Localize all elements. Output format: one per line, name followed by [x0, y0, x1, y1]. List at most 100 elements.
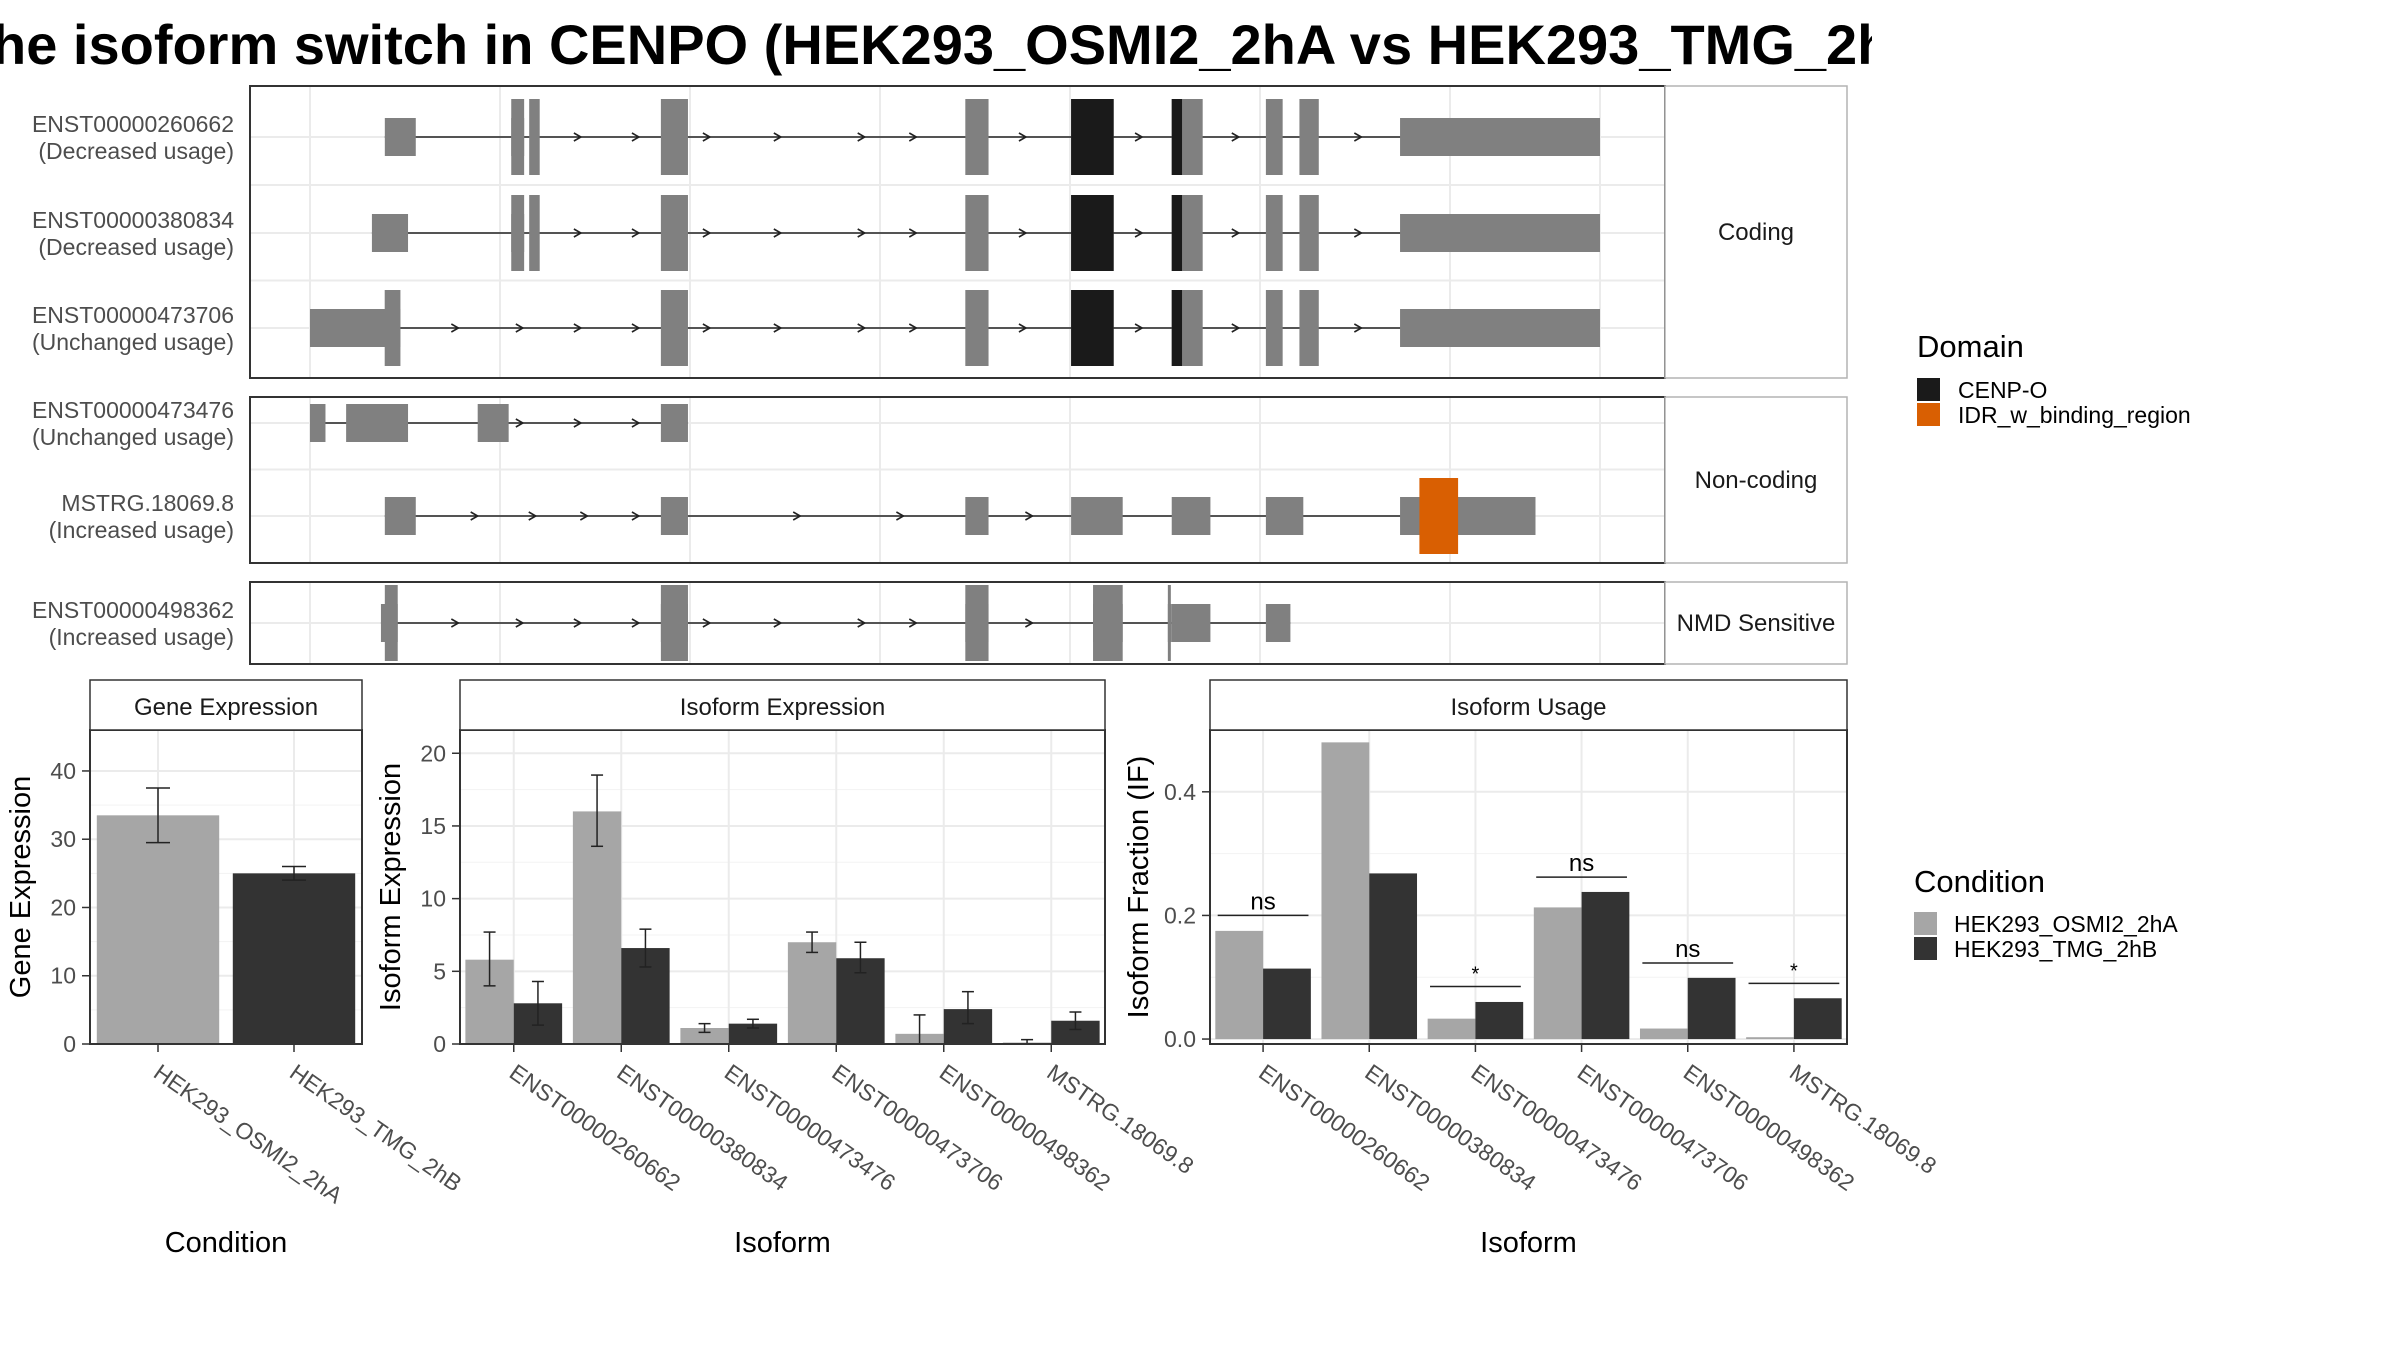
panel-strip	[459, 679, 1106, 731]
legend-label: HEK293_TMG_2hB	[1954, 936, 2157, 962]
transcript-id-label: ENST00000473476	[32, 397, 234, 423]
transcript-usage-label: (Increased usage)	[49, 624, 234, 650]
domain-block	[1071, 195, 1114, 271]
y-tick-label: 0	[63, 1031, 76, 1057]
bar	[787, 942, 837, 1044]
domain-block	[1171, 195, 1183, 271]
strand-arrow	[857, 132, 867, 142]
cds-exon	[965, 99, 989, 175]
strand-arrow	[908, 132, 918, 142]
transcript-track: ENST00000498362(Increased usage)	[32, 585, 1291, 661]
x-axis-title: Isoform	[734, 1227, 831, 1259]
strand-arrow	[573, 323, 583, 333]
panel-strip	[89, 679, 363, 731]
utr-exon	[384, 118, 416, 156]
bar	[1793, 998, 1842, 1040]
noncoding-exon	[965, 497, 989, 535]
cds-exon	[1299, 195, 1319, 271]
utr-exon	[1400, 118, 1600, 156]
strand-arrow	[1353, 228, 1363, 238]
cds-exon	[1167, 585, 1171, 661]
strand-arrow	[573, 132, 583, 142]
noncoding-exon	[1071, 497, 1123, 535]
noncoding-exon	[660, 404, 688, 442]
y-tick-label: 10	[420, 886, 446, 912]
bar	[1746, 1037, 1794, 1040]
strand-arrow	[515, 323, 525, 333]
noncoding-exon	[477, 404, 509, 442]
transcript-track: ENST00000473476(Unchanged usage)	[32, 397, 688, 450]
utr-exon	[1400, 214, 1600, 252]
strand-arrow	[1018, 132, 1028, 142]
y-tick-label: 0	[433, 1031, 446, 1057]
bar	[1369, 873, 1418, 1040]
strand-arrow	[857, 618, 867, 628]
significance-label: *	[1472, 964, 1480, 986]
transcript-id-label: ENST00000473706	[32, 302, 234, 328]
facet-strip	[1664, 85, 1848, 379]
transcript-usage-label: (Decreased usage)	[38, 138, 234, 164]
strand-arrow	[1353, 323, 1363, 333]
structure-facet: ENST00000498362(Increased usage) NMD Sens…	[32, 581, 1848, 665]
x-tick-label: ENST00000473476	[1467, 1059, 1647, 1196]
plot-background	[1210, 730, 1847, 1044]
strand-arrow	[773, 228, 783, 238]
strand-arrow	[1134, 228, 1144, 238]
strand-arrow	[702, 228, 712, 238]
y-tick-label: 20	[420, 740, 446, 766]
strand-arrow	[573, 418, 583, 428]
noncoding-exon	[310, 404, 326, 442]
noncoding-exon	[346, 404, 409, 442]
transcript-track: ENST00000260662(Decreased usage)	[32, 99, 1600, 175]
strand-arrow	[908, 228, 918, 238]
facet-strip-label: NMD Sensitive	[1677, 610, 1836, 637]
strand-arrow	[896, 511, 906, 521]
strand-arrow	[773, 132, 783, 142]
cds-exon	[660, 195, 688, 271]
y-tick-label: 0.2	[1164, 902, 1196, 928]
strand-arrow	[1134, 132, 1144, 142]
noncoding-exon	[1265, 604, 1291, 642]
y-tick-label: 30	[50, 826, 76, 852]
cds-exon	[660, 585, 688, 661]
bar	[1215, 930, 1264, 1040]
transcript-id-label: ENST00000380834	[32, 207, 234, 233]
strand-arrow	[908, 323, 918, 333]
facet-strip-label: Non-coding	[1695, 467, 1818, 494]
utr-exon	[1400, 309, 1600, 347]
domain-block	[1419, 478, 1459, 554]
strand-arrow	[773, 618, 783, 628]
bar	[572, 811, 622, 1044]
figure-title: he isoform switch in CENPO (HEK293_OSMI2…	[0, 13, 1872, 76]
strand-arrow	[1134, 323, 1144, 333]
cds-exon	[660, 99, 688, 175]
strand-arrow	[1231, 323, 1241, 333]
strand-arrow	[908, 618, 918, 628]
legend-label: IDR_w_binding_region	[1958, 402, 2191, 428]
bar	[96, 815, 220, 1044]
y-tick-label: 5	[433, 958, 446, 984]
x-tick-label: ENST00000473706	[1573, 1059, 1753, 1196]
strand-arrow	[528, 511, 538, 521]
bar	[1639, 1028, 1688, 1040]
bar	[1427, 1018, 1476, 1040]
utr-exon	[371, 214, 409, 252]
panel-title: Gene Expression	[134, 694, 318, 721]
noncoding-exon	[1171, 497, 1211, 535]
y-axis-title: Gene Expression	[5, 776, 37, 998]
bar	[1321, 742, 1370, 1040]
strand-arrow	[773, 323, 783, 333]
significance-label: ns	[1569, 850, 1594, 877]
strand-arrow	[792, 511, 802, 521]
strand-arrow	[1018, 323, 1028, 333]
cds-exon	[1299, 290, 1319, 366]
strand-arrow	[857, 228, 867, 238]
strand-arrow	[1025, 511, 1035, 521]
strand-arrow	[631, 511, 641, 521]
strand-arrow	[702, 132, 712, 142]
cds-exon	[529, 195, 540, 271]
